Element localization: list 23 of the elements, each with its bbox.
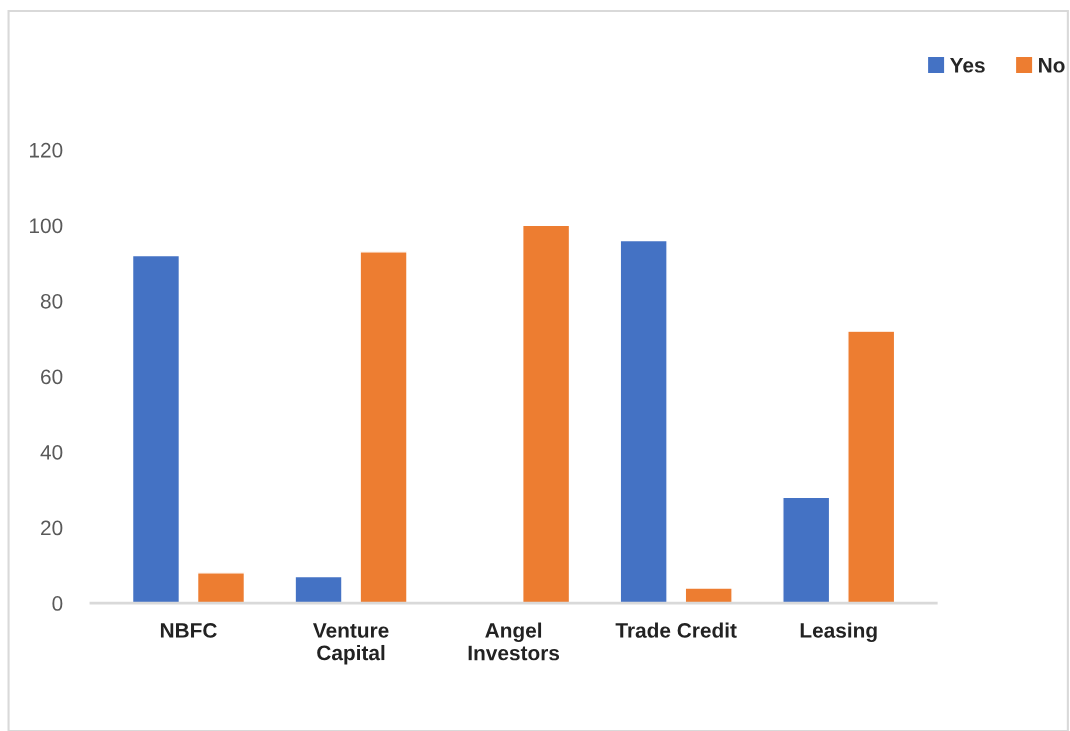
bar: [619, 239, 668, 604]
y-tick-label: 20: [41, 520, 63, 536]
bar: [131, 254, 181, 604]
y-tick-label: 40: [40, 445, 63, 460]
legend-label: Yes: [950, 58, 985, 73]
x-tick-label: Venture Capital: [312, 623, 389, 665]
bar: [196, 572, 246, 604]
bar: [782, 496, 831, 604]
y-tick-label: 100: [30, 218, 63, 234]
bar: [359, 251, 408, 604]
x-tick-label: Angel Investors: [468, 622, 560, 661]
y-tick-label: 0: [52, 596, 63, 611]
x-tick-label: Leasing: [800, 622, 877, 643]
y-tick-label: 60: [41, 369, 63, 385]
bar: [294, 575, 343, 604]
y-tick-label: 120: [30, 142, 63, 158]
legend-label: No: [1039, 58, 1065, 73]
x-tick-label: Trade Credit: [615, 622, 737, 638]
bar: [522, 224, 571, 604]
bar: [847, 330, 896, 604]
y-tick-label: 80: [40, 293, 63, 309]
bar: [684, 587, 733, 604]
x-tick-label: NBFC: [160, 623, 217, 638]
